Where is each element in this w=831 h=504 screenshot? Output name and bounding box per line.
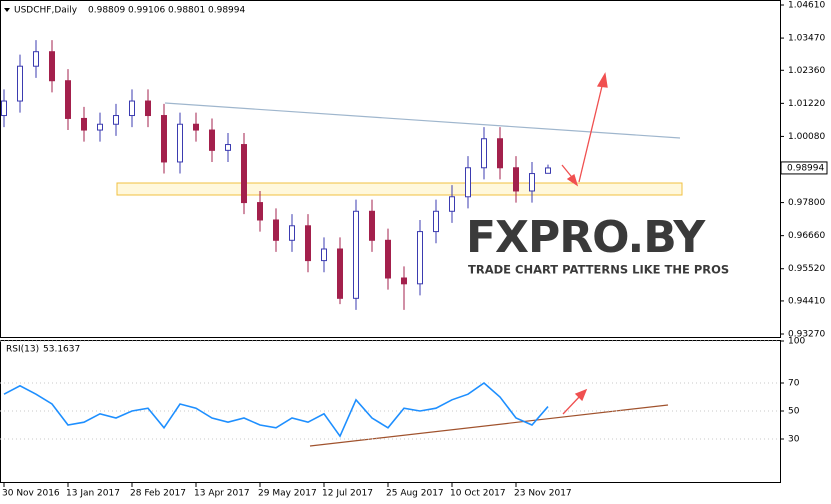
x-tick-label: 12 Jul 2017: [322, 489, 373, 499]
x-tick-label: 23 Nov 2017: [514, 489, 572, 499]
arrow: [562, 394, 582, 415]
header-icon: [4, 8, 10, 12]
y-tick-label: 30: [788, 435, 800, 445]
rsi-title: RSI(13): [6, 345, 39, 355]
candle-body: [129, 100, 135, 117]
candle-body: [177, 123, 183, 163]
candle-body: [273, 219, 279, 241]
candle-body: [209, 129, 215, 151]
x-tick-label: 25 Aug 2017: [386, 489, 444, 499]
y-tick-label: 1.02360: [788, 66, 825, 76]
candle-body: [433, 210, 439, 233]
y-tick-label: 0.94410: [788, 296, 825, 306]
rsi-value: 53.1637: [43, 345, 80, 355]
y-tick-label: 1.04610: [788, 1, 825, 11]
support-zone: [116, 182, 683, 196]
candle-body: [401, 277, 407, 285]
header-low: 0.98801: [168, 6, 205, 16]
candle-body: [417, 231, 423, 285]
resistance-line: [164, 102, 681, 139]
header-open: 0.98809: [88, 6, 125, 16]
candle-body: [1, 100, 7, 117]
y-tick-label: 0.95520: [788, 264, 825, 274]
chart-title: USDCHF,Daily: [14, 6, 78, 16]
arrow-head: [596, 72, 608, 88]
x-tick-label: 30 Nov 2016: [2, 489, 60, 499]
candle-body: [49, 51, 55, 82]
header-close: 0.98994: [208, 6, 245, 16]
candle-body: [369, 210, 375, 241]
y-tick-label: 0.93270: [788, 330, 825, 340]
arrow-head: [574, 388, 588, 402]
candle-body: [305, 225, 311, 262]
candle-body: [33, 51, 39, 67]
candle-body: [225, 144, 231, 151]
candle-body: [353, 210, 359, 299]
candle-body: [65, 80, 71, 119]
candle-body: [529, 173, 535, 192]
x-tick-label: 13 Apr 2017: [194, 489, 250, 499]
x-tick-label: 13 Jan 2017: [66, 489, 120, 499]
price-label: 0.98994: [787, 163, 824, 173]
candle-body: [449, 196, 455, 212]
arrow: [578, 81, 604, 183]
watermark-title: FXPRO.BY: [466, 212, 706, 263]
y-tick-label: 1.00080: [788, 132, 825, 142]
candle-body: [385, 239, 391, 279]
candle-body: [513, 167, 519, 192]
price-label-box: [780, 161, 828, 175]
arrow-head: [566, 173, 579, 187]
candle-body: [113, 115, 119, 125]
rsi-trend-line: [309, 404, 669, 447]
x-tick-label: 10 Oct 2017: [450, 489, 506, 499]
candle-body: [465, 167, 471, 198]
candle-body: [81, 117, 87, 131]
candle-body: [289, 225, 295, 241]
x-tick-label: 28 Feb 2017: [130, 489, 186, 499]
y-tick-label: 0.96660: [788, 231, 825, 241]
candle-body: [145, 100, 151, 117]
candle-body: [497, 138, 503, 169]
y-tick-label: 50: [788, 407, 800, 417]
arrows: [561, 72, 608, 415]
candle-body: [193, 123, 199, 131]
y-tick-label: 0.97800: [788, 198, 825, 208]
watermark-subtitle: TRADE CHART PATTERNS LIKE THE PROS: [468, 263, 729, 277]
candle-body: [161, 115, 167, 163]
y-tick-label: 1.03470: [788, 34, 825, 44]
header-high: 0.99106: [128, 6, 165, 16]
candle-body: [97, 123, 103, 131]
rsi-line: [3, 381, 549, 438]
candle-body: [17, 65, 23, 102]
x-tick-label: 29 May 2017: [258, 489, 317, 499]
candle-body: [241, 144, 247, 204]
candle-body: [545, 167, 551, 174]
candle-body: [321, 248, 327, 262]
y-tick-label: 1.01220: [788, 99, 825, 109]
candle-body: [481, 138, 487, 169]
candle-body: [337, 248, 343, 299]
candle-body: [257, 202, 263, 221]
y-tick-label: 70: [788, 379, 800, 389]
header: USDCHF,Daily 0.98809 0.99106 0.98801 0.9…: [4, 6, 245, 355]
y-tick-label: 100: [788, 337, 805, 347]
